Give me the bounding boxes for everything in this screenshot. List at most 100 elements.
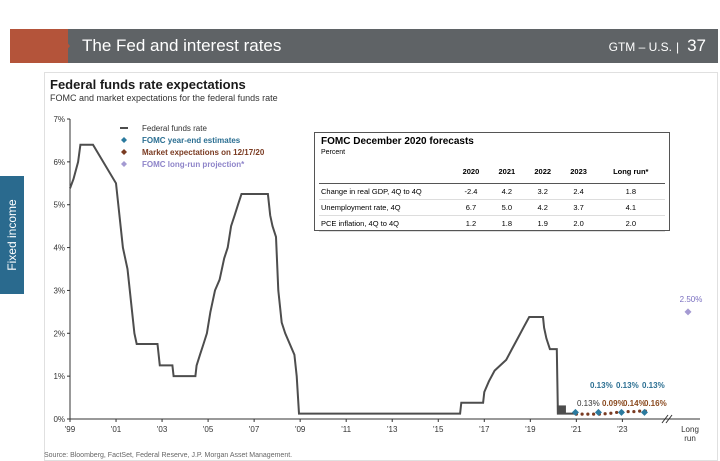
forecast-col-header: 2023 xyxy=(560,161,597,184)
forecast-cell: 2.0 xyxy=(596,215,665,232)
legend-label: Federal funds rate xyxy=(142,124,207,133)
forecast-cell: 1.8 xyxy=(488,215,525,232)
y-tick-label: 4% xyxy=(53,244,65,253)
forecast-row-label: Unemployment rate, 4Q xyxy=(319,199,453,216)
x-tick-label: '07 xyxy=(249,425,260,434)
market-expectation-point xyxy=(592,412,596,416)
fomc-estimate-point xyxy=(617,408,625,416)
x-tick-label: '11 xyxy=(341,425,351,434)
forecast-cell: 1.8 xyxy=(596,183,665,200)
forecast-cell: 3.2 xyxy=(524,183,561,200)
forecast-row-label: Change in real GDP, 4Q to 4Q xyxy=(319,183,453,200)
forecast-cell: 4.2 xyxy=(524,199,561,216)
forecast-col-header: 2022 xyxy=(524,161,561,184)
x-tick-label: Long xyxy=(681,425,699,434)
fomc-estimate-point xyxy=(571,408,579,416)
forecast-row: Change in real GDP, 4Q to 4Q -2.4 4.2 3.… xyxy=(319,183,665,200)
y-tick-label: 5% xyxy=(53,201,65,210)
y-tick-label: 0% xyxy=(53,415,65,424)
forecast-row-label: PCE inflation, 4Q to 4Q xyxy=(319,215,453,232)
x-tick-label: '19 xyxy=(525,425,536,434)
forecast-row: PCE inflation, 4Q to 4Q 1.2 1.8 1.9 2.0 … xyxy=(319,215,665,232)
market-expectation-point xyxy=(632,409,636,414)
x-tick-label: '17 xyxy=(479,425,490,434)
x-tick-label: '01 xyxy=(111,425,122,434)
forecast-title: FOMC December 2020 forecasts xyxy=(321,136,474,147)
forecast-row: Unemployment rate, 4Q 6.7 5.0 4.2 3.7 4.… xyxy=(319,199,665,216)
legend-label: Market expectations on 12/17/20 xyxy=(142,148,265,157)
gtm-label: GTM – U.S. xyxy=(608,40,672,54)
x-tick-label: '13 xyxy=(387,425,398,434)
x-tick-label: '03 xyxy=(157,425,168,434)
forecast-cell: 5.0 xyxy=(488,199,525,216)
market-expectation-label: 0.16% xyxy=(644,399,667,408)
source-note: Source: Bloomberg, FactSet, Federal Rese… xyxy=(44,452,293,459)
fomc-estimate-point xyxy=(640,408,648,416)
y-tick-label: 3% xyxy=(53,286,65,295)
forecast-cell: 2.0 xyxy=(560,215,597,232)
forecast-cell: 3.7 xyxy=(560,199,597,216)
y-tick-label: 7% xyxy=(53,115,65,124)
legend-swatch-icon xyxy=(121,161,127,167)
forecast-box: FOMC December 2020 forecasts Percent 202… xyxy=(314,132,670,232)
x-tick-label: '09 xyxy=(295,425,306,434)
fomc-estimate-point xyxy=(594,408,602,416)
fomc-estimate-label: 0.13% xyxy=(590,381,613,390)
forecast-col-header: 2020 xyxy=(453,161,489,184)
forecast-corner xyxy=(319,161,453,184)
fomc-estimate-label: 0.13% xyxy=(642,381,665,390)
forecast-col-header: 2021 xyxy=(488,161,525,184)
x-tick-label: '15 xyxy=(433,425,444,434)
fomc-estimate-label: 0.13% xyxy=(616,381,639,390)
y-tick-label: 6% xyxy=(53,158,65,167)
axis-break-mark xyxy=(665,414,673,424)
page-number: 37 xyxy=(687,36,706,55)
legend-label: FOMC long-run projection* xyxy=(142,160,245,169)
market-expectation-point xyxy=(603,412,607,416)
forecast-cell: 4.1 xyxy=(596,199,665,216)
long-run-label: 2.50% xyxy=(680,295,703,304)
current-rate-label: 0.13% xyxy=(577,399,600,408)
forecast-header-row: 2020 2021 2022 2023 Long run* xyxy=(319,161,665,184)
chart-subtitle: FOMC and market expectations for the fed… xyxy=(50,93,278,103)
y-tick-label: 1% xyxy=(53,372,65,381)
x-tick-label: run xyxy=(684,434,696,443)
axis-break-mark xyxy=(661,414,669,424)
forecast-cell: -2.4 xyxy=(453,183,489,200)
forecast-table: 2020 2021 2022 2023 Long run* Change in … xyxy=(319,161,665,232)
long-run-point xyxy=(684,308,692,316)
market-expectation-point xyxy=(580,412,584,416)
forecast-cell: 2.4 xyxy=(560,183,597,200)
page-title: The Fed and interest rates xyxy=(82,36,282,55)
y-tick-label: 2% xyxy=(53,329,65,338)
market-expectation-point xyxy=(615,410,619,415)
forecast-cell: 1.2 xyxy=(453,215,489,232)
legend-swatch-icon xyxy=(121,149,127,155)
side-tab xyxy=(0,176,24,294)
market-expectation-point xyxy=(626,409,630,414)
header-right: GTM – U.S. | 37 xyxy=(609,37,706,56)
x-tick-label: '99 xyxy=(65,425,76,434)
forecast-col-header: Long run* xyxy=(596,161,665,184)
market-expectation-label: 0.09% xyxy=(602,399,625,408)
market-expectation-point xyxy=(638,409,642,413)
fed-funds-end-marker xyxy=(556,405,566,415)
market-expectation-point xyxy=(609,411,613,415)
header-bar xyxy=(10,29,718,63)
forecast-unit: Percent xyxy=(321,149,346,156)
forecast-cell: 6.7 xyxy=(453,199,489,216)
x-tick-label: '23 xyxy=(617,425,628,434)
legend-swatch-icon xyxy=(121,137,127,143)
forecast-cell: 1.9 xyxy=(524,215,561,232)
market-expectation-point xyxy=(586,412,590,416)
header-arrow-icon xyxy=(56,29,70,63)
market-expectation-label: 0.14% xyxy=(623,399,646,408)
chart-title: Federal funds rate expectations xyxy=(50,77,246,92)
fed-funds-rate-line xyxy=(69,143,576,415)
forecast-cell: 4.2 xyxy=(488,183,525,200)
legend-label: FOMC year-end estimates xyxy=(142,136,241,145)
x-tick-label: '05 xyxy=(203,425,214,434)
x-tick-label: '21 xyxy=(571,425,582,434)
header-separator: | xyxy=(675,40,680,54)
